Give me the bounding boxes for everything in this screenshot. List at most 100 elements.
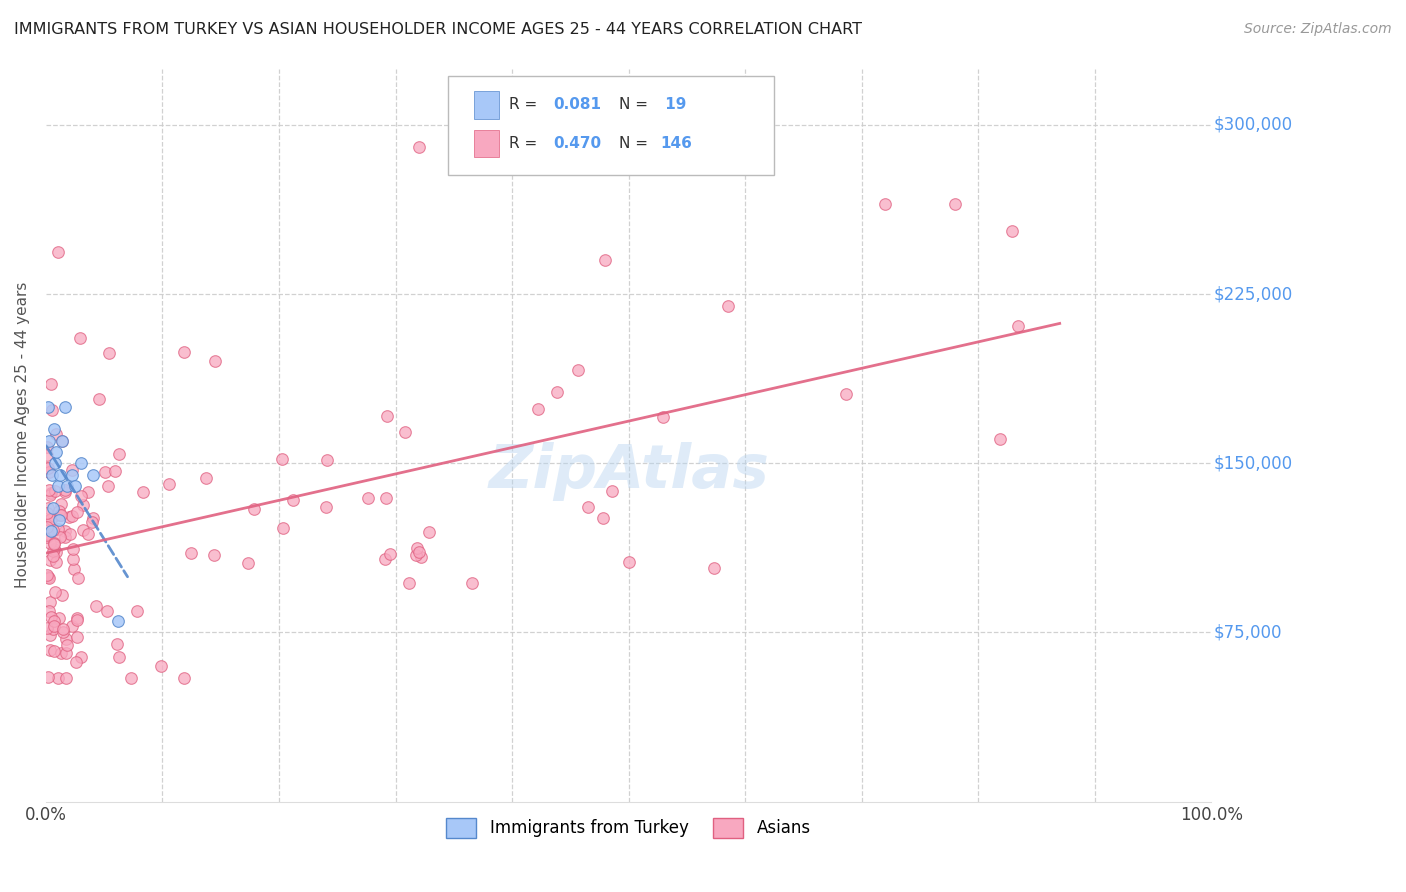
Legend: Immigrants from Turkey, Asians: Immigrants from Turkey, Asians xyxy=(440,811,817,845)
Text: $75,000: $75,000 xyxy=(1213,624,1282,641)
Point xyxy=(236,556,259,570)
Point xyxy=(60,463,83,477)
Point xyxy=(39,595,62,609)
Point xyxy=(48,504,70,518)
Point xyxy=(86,599,108,613)
Point xyxy=(44,536,66,550)
Point xyxy=(45,555,67,569)
Point xyxy=(39,609,62,624)
Point xyxy=(131,485,153,500)
Point xyxy=(51,434,73,448)
Point xyxy=(37,461,59,475)
FancyBboxPatch shape xyxy=(449,76,775,175)
Point xyxy=(37,460,59,475)
Point xyxy=(62,552,84,566)
Point xyxy=(62,561,84,575)
Point xyxy=(48,513,70,527)
Point xyxy=(37,506,59,520)
Point xyxy=(66,613,89,627)
Point xyxy=(37,530,59,544)
Point xyxy=(374,551,396,566)
Point xyxy=(717,299,740,313)
Point xyxy=(38,465,60,479)
Point xyxy=(53,530,76,544)
Point xyxy=(45,544,67,558)
Point xyxy=(149,659,172,673)
Point xyxy=(271,521,294,535)
Point xyxy=(38,513,60,527)
Text: $300,000: $300,000 xyxy=(1213,116,1292,134)
Point xyxy=(39,628,62,642)
Point xyxy=(37,527,59,541)
Point xyxy=(72,523,94,537)
Point xyxy=(988,432,1011,446)
Point xyxy=(38,642,60,657)
Point xyxy=(405,548,427,562)
Point xyxy=(461,575,484,590)
Text: R =: R = xyxy=(509,136,541,151)
Point xyxy=(37,400,59,414)
Point xyxy=(593,253,616,268)
Point xyxy=(42,501,65,516)
Point xyxy=(77,484,100,499)
Point xyxy=(38,483,60,497)
Point xyxy=(37,568,59,582)
Text: $225,000: $225,000 xyxy=(1213,285,1292,303)
Point xyxy=(56,638,79,652)
Point xyxy=(66,505,89,519)
Text: N =: N = xyxy=(619,136,654,151)
Point xyxy=(592,511,614,525)
Point xyxy=(408,545,430,559)
Point xyxy=(97,479,120,493)
Point xyxy=(567,363,589,377)
Point xyxy=(51,625,73,640)
Point xyxy=(39,488,62,502)
Point xyxy=(72,499,94,513)
Point xyxy=(202,548,225,562)
Point xyxy=(173,671,195,685)
Point xyxy=(46,671,69,685)
Point xyxy=(380,547,402,561)
Point xyxy=(42,619,65,633)
Point xyxy=(51,508,73,522)
Point xyxy=(943,197,966,211)
Point xyxy=(42,549,65,563)
Point xyxy=(39,377,62,392)
Point xyxy=(53,485,76,500)
Point xyxy=(80,515,103,529)
Point xyxy=(49,467,72,482)
Point xyxy=(37,670,59,684)
Point xyxy=(51,434,73,448)
Point xyxy=(576,500,599,514)
Point xyxy=(652,409,675,424)
Point xyxy=(105,637,128,651)
Point xyxy=(173,345,195,359)
Point xyxy=(120,671,142,685)
Y-axis label: Householder Income Ages 25 - 44 years: Householder Income Ages 25 - 44 years xyxy=(15,282,30,588)
Point xyxy=(56,479,79,493)
Point xyxy=(53,483,76,497)
Point xyxy=(44,484,66,499)
Point xyxy=(38,535,60,549)
Point xyxy=(1001,224,1024,238)
Point xyxy=(546,385,568,400)
Point xyxy=(98,346,121,360)
Point xyxy=(96,603,118,617)
Text: IMMIGRANTS FROM TURKEY VS ASIAN HOUSEHOLDER INCOME AGES 25 - 44 YEARS CORRELATIO: IMMIGRANTS FROM TURKEY VS ASIAN HOUSEHOL… xyxy=(14,22,862,37)
Point xyxy=(835,387,858,401)
Point xyxy=(37,570,59,584)
Point xyxy=(39,524,62,538)
Point xyxy=(48,610,70,624)
Point xyxy=(60,618,83,632)
Point xyxy=(394,425,416,439)
Point xyxy=(55,632,77,646)
Point xyxy=(242,502,264,516)
Point xyxy=(55,671,77,685)
Point xyxy=(69,331,91,345)
Point xyxy=(204,354,226,368)
Point xyxy=(46,479,69,493)
Point xyxy=(38,571,60,585)
Point xyxy=(76,527,98,541)
Text: 0.470: 0.470 xyxy=(553,136,600,151)
Point xyxy=(37,527,59,541)
